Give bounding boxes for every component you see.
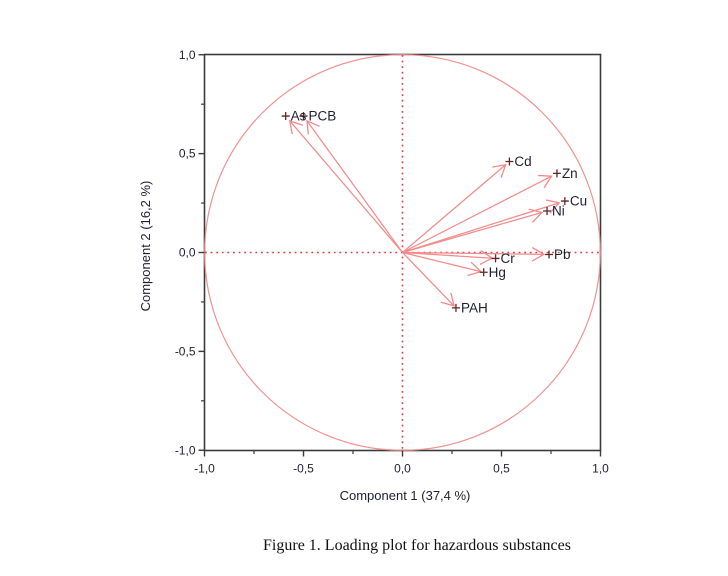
x-axis-title: Component 1 (37,4 %) — [340, 488, 471, 503]
vector-arrow-cu — [402, 203, 560, 254]
vector-arrow-hg — [402, 251, 481, 272]
point-marker-cu — [560, 197, 569, 206]
point-label-cu: Cu — [570, 194, 587, 209]
x-axis-tick-label: -0,5 — [293, 462, 314, 476]
point-label-pcb: PCB — [309, 109, 337, 124]
y-axis-ticks: 1,0 0,5 0,0 -0,5 -1,0 — [175, 48, 205, 457]
y-axis-tick-label: 1,0 — [179, 48, 196, 62]
vector-arrow-cd — [402, 165, 506, 253]
point-label-pb: Pb — [554, 247, 571, 262]
x-axis-tick-label: -1,0 — [194, 462, 215, 476]
point-marker-cr — [491, 254, 500, 263]
vector-arrow-pb — [402, 253, 544, 255]
point-marker-pb — [545, 250, 554, 259]
y-axis-tick-label: 0,5 — [179, 147, 196, 161]
figure-caption: Figure 1. Loading plot for hazardous sub… — [263, 537, 571, 554]
y-axis-tick-label: -1,0 — [175, 443, 196, 457]
vector-arrow-pah — [402, 252, 455, 306]
loading-vectors — [290, 121, 559, 306]
point-label-cr: Cr — [501, 251, 516, 266]
point-marker-pcb — [299, 112, 308, 121]
point-marker-cd — [505, 157, 514, 166]
x-axis-ticks: -1,0 -0,5 0,0 0,5 1,0 — [194, 450, 609, 476]
point-label-zn: Zn — [562, 166, 578, 181]
vector-arrow-as — [290, 121, 403, 253]
x-axis-tick-label: 0,0 — [394, 462, 411, 476]
y-axis-tick-label: -0,5 — [175, 344, 196, 358]
point-label-ni: Ni — [552, 203, 565, 218]
vector-arrow-pcb — [307, 121, 404, 253]
y-axis-title: Component 2 (16,2 %) — [138, 181, 153, 312]
y-axis-tick-label: 0,0 — [179, 246, 196, 260]
point-markers — [281, 112, 569, 312]
point-marker-as — [281, 112, 290, 121]
x-axis-tick-label: 1,0 — [592, 462, 609, 476]
unit-circle — [204, 54, 601, 451]
point-marker-pah — [451, 303, 460, 312]
vector-arrow-ni — [402, 212, 542, 254]
point-label-hg: Hg — [489, 265, 506, 280]
vector-arrow-zn — [402, 176, 552, 254]
point-label-as: As — [291, 109, 307, 124]
x-axis-tick-label: 0,5 — [493, 462, 510, 476]
vector-arrow-cr — [402, 253, 493, 259]
point-marker-ni — [543, 206, 552, 215]
point-marker-zn — [552, 169, 561, 178]
point-marker-hg — [479, 268, 488, 277]
point-label-cd: Cd — [514, 154, 531, 169]
point-label-pah: PAH — [461, 300, 488, 315]
